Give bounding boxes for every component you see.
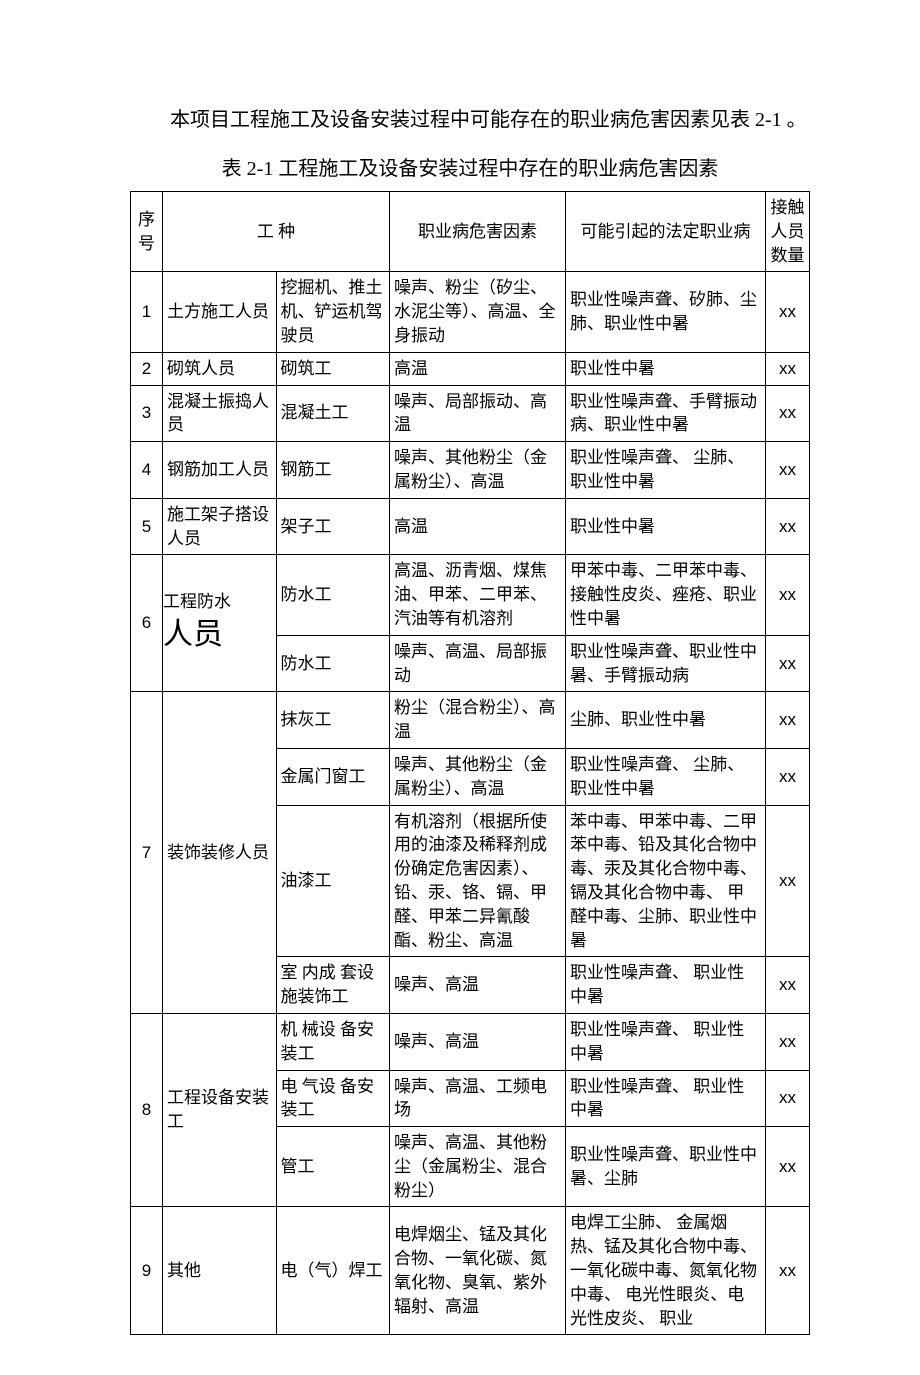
cell-job2: 挖掘机、推土机、铲运机驾驶员	[276, 272, 390, 352]
cell-haz: 噪声、其他粉尘（金属粉尘）、高温	[390, 748, 566, 805]
cell-cnt: xx	[766, 635, 810, 692]
header-row: 序号 工 种 职业病危害因素 可能引起的法定职业病 接触人员数量	[131, 192, 810, 272]
cell-haz: 高温、沥青烟、煤焦油、甲苯、二甲苯、汽油等有机溶剂	[390, 555, 566, 635]
cell-job2: 金属门窗工	[276, 748, 390, 805]
cell-dis: 职业性中暑	[566, 498, 766, 555]
intro-paragraph: 本项目工程施工及设备安装过程中可能存在的职业病危害因素见表 2-1 。	[130, 100, 810, 140]
cell-cnt: xx	[766, 957, 810, 1014]
cell-job2: 混凝土工	[276, 385, 390, 442]
cell-cnt: xx	[766, 385, 810, 442]
cell-haz: 高温	[390, 498, 566, 555]
cell-seq: 9	[131, 1207, 163, 1335]
cell-job2: 管工	[276, 1127, 390, 1207]
cell-job2: 防水工	[276, 635, 390, 692]
header-seq: 序号	[131, 192, 163, 272]
cell-job1: 其他	[163, 1207, 277, 1335]
cell-dis: 职业性噪声聋、职业性中暑、手臂振动病	[566, 635, 766, 692]
cell-haz: 电焊烟尘、锰及其化合物、一氧化碳、氮氧化物、臭氧、紫外辐射、高温	[390, 1207, 566, 1335]
cell-job2: 机 械设 备安装工	[276, 1013, 390, 1070]
cell-job1-text1: 工程防水	[163, 592, 231, 611]
cell-job2: 砌筑工	[276, 352, 390, 385]
cell-seq: 7	[131, 692, 163, 1014]
cell-job1: 土方施工人员	[163, 272, 277, 352]
table-row: 9 其他 电（气）焊工 电焊烟尘、锰及其化合物、一氧化碳、氮氧化物、臭氧、紫外辐…	[131, 1207, 810, 1335]
cell-dis: 尘肺、职业性中暑	[566, 692, 766, 749]
cell-haz: 噪声、高温	[390, 1013, 566, 1070]
cell-haz: 噪声、粉尘（矽尘、水泥尘等）、高温、全身振动	[390, 272, 566, 352]
cell-cnt: xx	[766, 352, 810, 385]
cell-dis: 职业性噪声聋、 尘肺、职业性中暑	[566, 748, 766, 805]
cell-job2: 电 气设 备安装工	[276, 1070, 390, 1127]
cell-job2: 架子工	[276, 498, 390, 555]
cell-job1: 砌筑人员	[163, 352, 277, 385]
table-row: 4 钢筋加工人员 钢筋工 噪声、其他粉尘（金属粉尘）、高温 职业性噪声聋、 尘肺…	[131, 442, 810, 499]
cell-dis: 职业性噪声聋、 尘肺、职业性中暑	[566, 442, 766, 499]
cell-cnt: xx	[766, 272, 810, 352]
cell-dis: 苯中毒、甲苯中毒、二甲苯中毒、铅及其化合物中毒、汞及其化合物中毒、 镉及其化合物…	[566, 805, 766, 957]
cell-haz: 噪声、高温、工频电场	[390, 1070, 566, 1127]
cell-job1: 施工架子搭设人员	[163, 498, 277, 555]
cell-seq: 4	[131, 442, 163, 499]
cell-job1: 装饰装修人员	[163, 692, 277, 1014]
cell-cnt: xx	[766, 1070, 810, 1127]
cell-cnt: xx	[766, 555, 810, 635]
cell-cnt: xx	[766, 805, 810, 957]
cell-haz: 噪声、高温、局部振动	[390, 635, 566, 692]
cell-cnt: xx	[766, 1013, 810, 1070]
cell-job2: 室 内成 套设施装饰工	[276, 957, 390, 1014]
table-row: 5 施工架子搭设人员 架子工 高温 职业性中暑 xx	[131, 498, 810, 555]
header-disease: 可能引起的法定职业病	[566, 192, 766, 272]
table-row: 2 砌筑人员 砌筑工 高温 职业性中暑 xx	[131, 352, 810, 385]
hazard-table: 序号 工 种 职业病危害因素 可能引起的法定职业病 接触人员数量 1 土方施工人…	[130, 191, 810, 1335]
cell-job1: 钢筋加工人员	[163, 442, 277, 499]
cell-seq: 5	[131, 498, 163, 555]
cell-job2: 钢筋工	[276, 442, 390, 499]
table-row: 3 混凝土振捣人员 混凝土工 噪声、局部振动、高温 职业性噪声聋、手臂振动病、职…	[131, 385, 810, 442]
cell-cnt: xx	[766, 1127, 810, 1207]
cell-seq: 1	[131, 272, 163, 352]
cell-dis: 职业性噪声聋、矽肺、尘肺、职业性中暑	[566, 272, 766, 352]
cell-job2: 抹灰工	[276, 692, 390, 749]
cell-dis: 职业性噪声聋、手臂振动病、职业性中暑	[566, 385, 766, 442]
cell-job1: 混凝土振捣人员	[163, 385, 277, 442]
cell-cnt: xx	[766, 748, 810, 805]
cell-dis: 电焊工尘肺、 金属烟热、锰及其化合物中毒、 一氧化碳中毒、氮氧化物中毒、 电光性…	[566, 1207, 766, 1335]
header-count: 接触人员数量	[766, 192, 810, 272]
cell-seq: 6	[131, 555, 163, 692]
cell-haz: 粉尘（混合粉尘）、高温	[390, 692, 566, 749]
cell-cnt: xx	[766, 442, 810, 499]
cell-haz: 高温	[390, 352, 566, 385]
cell-seq: 2	[131, 352, 163, 385]
table-row: 6 工程防水 人员 防水工 高温、沥青烟、煤焦油、甲苯、二甲苯、汽油等有机溶剂 …	[131, 555, 810, 635]
header-job: 工 种	[163, 192, 390, 272]
cell-dis: 职业性噪声聋、职业性中暑、尘肺	[566, 1127, 766, 1207]
cell-haz: 噪声、局部振动、高温	[390, 385, 566, 442]
cell-dis: 职业性中暑	[566, 352, 766, 385]
cell-cnt: xx	[766, 692, 810, 749]
cell-cnt: xx	[766, 1207, 810, 1335]
table-caption: 表 2-1 工程施工及设备安装过程中存在的职业病危害因素	[130, 152, 810, 181]
cell-job2: 油漆工	[276, 805, 390, 957]
cell-job1-text2-big: 人员	[163, 618, 223, 651]
cell-dis: 职业性噪声聋、 职业性中暑	[566, 957, 766, 1014]
cell-seq: 8	[131, 1013, 163, 1207]
cell-job2: 电（气）焊工	[276, 1207, 390, 1335]
cell-dis: 职业性噪声聋、 职业性中暑	[566, 1070, 766, 1127]
cell-job2: 防水工	[276, 555, 390, 635]
cell-haz: 噪声、其他粉尘（金属粉尘）、高温	[390, 442, 566, 499]
cell-cnt: xx	[766, 498, 810, 555]
cell-job1: 工程设备安装工	[163, 1013, 277, 1207]
cell-haz: 噪声、高温、其他粉尘（金属粉尘、混合粉尘）	[390, 1127, 566, 1207]
cell-dis: 职业性噪声聋、 职业性中暑	[566, 1013, 766, 1070]
table-row: 1 土方施工人员 挖掘机、推土机、铲运机驾驶员 噪声、粉尘（矽尘、水泥尘等）、高…	[131, 272, 810, 352]
table-row: 8 工程设备安装工 机 械设 备安装工 噪声、高温 职业性噪声聋、 职业性中暑 …	[131, 1013, 810, 1070]
cell-haz: 有机溶剂（根据所使用的油漆及稀释剂成份确定危害因素）、铅、汞、铬、镉、甲醛、甲苯…	[390, 805, 566, 957]
cell-dis: 甲苯中毒、二甲苯中毒、 接触性皮炎、痤疮、职业性中暑	[566, 555, 766, 635]
cell-haz: 噪声、高温	[390, 957, 566, 1014]
table-row: 7 装饰装修人员 抹灰工 粉尘（混合粉尘）、高温 尘肺、职业性中暑 xx	[131, 692, 810, 749]
cell-job1: 工程防水 人员	[163, 555, 277, 692]
header-hazard: 职业病危害因素	[390, 192, 566, 272]
cell-seq: 3	[131, 385, 163, 442]
